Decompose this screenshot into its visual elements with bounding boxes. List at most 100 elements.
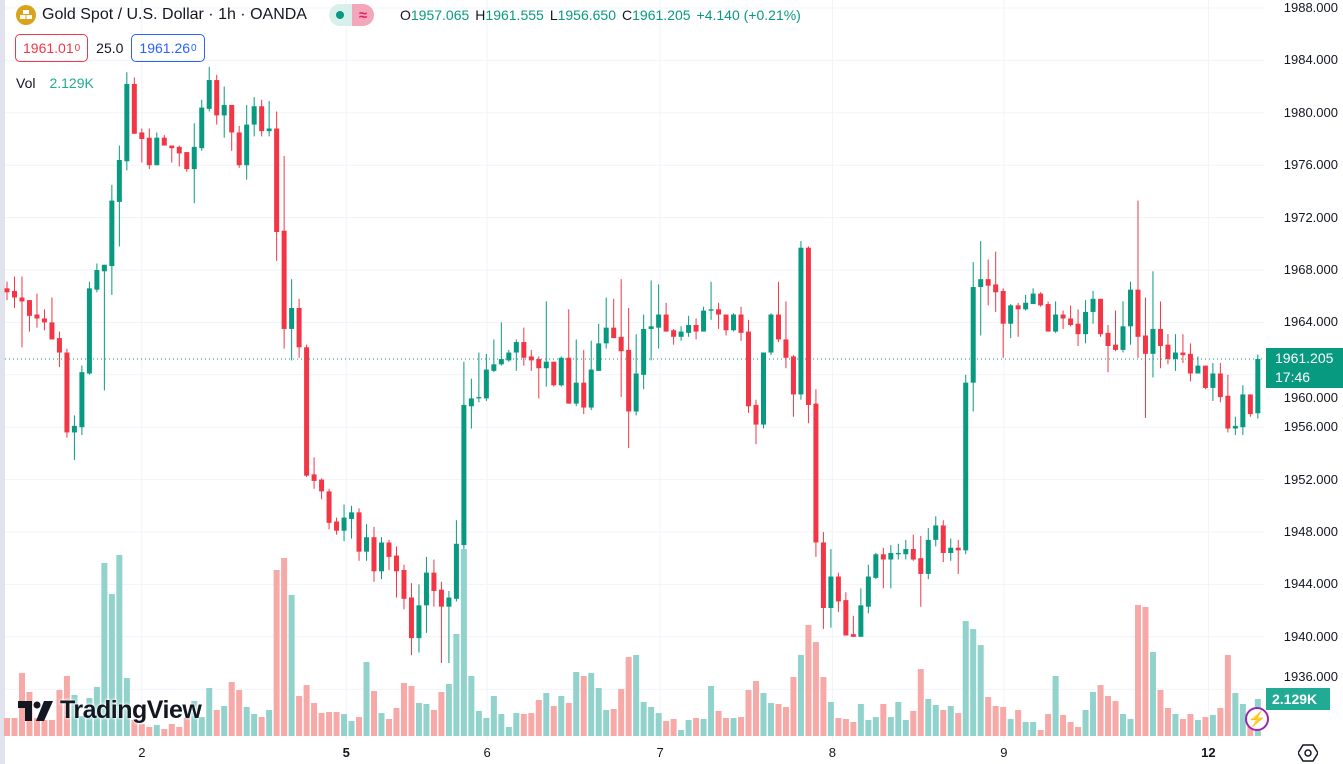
candle[interactable] (596, 323, 602, 371)
candle[interactable] (266, 101, 272, 137)
candle[interactable] (895, 543, 901, 560)
candle[interactable] (199, 99, 205, 151)
candle[interactable] (453, 520, 459, 602)
candle[interactable] (176, 145, 182, 167)
candle[interactable] (221, 86, 227, 138)
candle[interactable] (109, 184, 115, 295)
candle[interactable] (311, 457, 317, 489)
candle[interactable] (1150, 271, 1156, 378)
candle[interactable] (349, 505, 355, 539)
candle[interactable] (364, 524, 370, 561)
candle[interactable] (775, 281, 781, 343)
candle[interactable] (880, 547, 886, 589)
candle[interactable] (1172, 334, 1178, 371)
sell-button[interactable]: 1961.01 0 (15, 34, 89, 62)
candle[interactable] (446, 590, 452, 663)
candle[interactable] (296, 298, 302, 358)
candle[interactable] (1068, 305, 1074, 327)
candle[interactable] (19, 276, 25, 348)
candle[interactable] (731, 313, 737, 332)
candle[interactable] (663, 302, 669, 332)
candle[interactable] (1217, 363, 1223, 403)
candle[interactable] (161, 135, 167, 146)
candle[interactable] (319, 478, 325, 500)
candle[interactable] (304, 344, 310, 477)
candle[interactable] (1053, 301, 1059, 333)
candle[interactable] (963, 374, 969, 555)
candle[interactable] (491, 339, 497, 373)
candle[interactable] (124, 72, 130, 171)
candle[interactable] (498, 322, 504, 366)
symbol-title[interactable]: Gold Spot / U.S. Dollar · 1h · OANDA (42, 6, 307, 23)
candle[interactable] (49, 297, 55, 340)
candle[interactable] (970, 262, 976, 412)
candle[interactable] (393, 546, 399, 598)
candle[interactable] (1128, 281, 1133, 345)
candle[interactable] (1023, 294, 1029, 311)
candle[interactable] (813, 389, 819, 557)
candle[interactable] (835, 572, 841, 612)
candle[interactable] (184, 152, 190, 172)
candle[interactable] (244, 104, 250, 180)
candle[interactable] (4, 281, 10, 301)
candle[interactable] (716, 302, 722, 329)
candle[interactable] (1015, 302, 1021, 337)
candle[interactable] (139, 128, 145, 163)
candle[interactable] (1113, 310, 1119, 352)
candle[interactable] (1225, 374, 1231, 433)
candle[interactable] (1210, 363, 1216, 401)
candle[interactable] (1083, 300, 1089, 344)
candle[interactable] (326, 488, 332, 530)
candle[interactable] (1008, 304, 1014, 339)
candle[interactable] (26, 300, 32, 332)
candle[interactable] (993, 251, 999, 312)
volume-legend[interactable]: Vol 2.129K (16, 75, 94, 91)
candle[interactable] (618, 279, 624, 398)
candle[interactable] (1202, 365, 1208, 390)
candle[interactable] (1142, 297, 1148, 419)
candle[interactable] (790, 355, 796, 417)
candle[interactable] (873, 552, 879, 580)
candle[interactable] (1038, 292, 1044, 307)
candle[interactable] (746, 319, 752, 413)
candle[interactable] (566, 309, 572, 404)
candle[interactable] (1000, 288, 1006, 358)
candle[interactable] (259, 99, 265, 137)
candle[interactable] (738, 306, 744, 341)
candle[interactable] (1120, 301, 1126, 353)
candle[interactable] (101, 264, 107, 391)
candle[interactable] (513, 339, 519, 371)
candle[interactable] (1240, 385, 1246, 436)
candle[interactable] (251, 97, 257, 137)
candle[interactable] (858, 588, 864, 637)
candle[interactable] (1187, 343, 1193, 382)
candle[interactable] (633, 334, 639, 416)
candle[interactable] (386, 539, 392, 570)
candle[interactable] (708, 281, 714, 320)
candle[interactable] (191, 123, 197, 204)
candle[interactable] (611, 298, 617, 339)
candle[interactable] (678, 326, 684, 341)
candle[interactable] (671, 328, 677, 345)
candle[interactable] (843, 592, 849, 636)
candle[interactable] (1098, 298, 1104, 337)
candle[interactable] (401, 564, 407, 610)
candle[interactable] (955, 539, 961, 574)
candle[interactable] (379, 537, 384, 580)
candle[interactable] (423, 556, 429, 633)
candle[interactable] (79, 365, 85, 436)
candle[interactable] (581, 349, 587, 415)
candle[interactable] (71, 415, 77, 460)
candle[interactable] (334, 517, 340, 535)
candle[interactable] (828, 549, 834, 628)
candle[interactable] (289, 279, 295, 361)
candle[interactable] (641, 314, 647, 390)
candle[interactable] (940, 520, 946, 563)
candle[interactable] (64, 348, 70, 438)
candle[interactable] (154, 132, 160, 166)
chart-settings-icon[interactable] (1298, 744, 1318, 762)
candle[interactable] (1180, 334, 1186, 364)
candle[interactable] (1255, 354, 1261, 419)
candle[interactable] (468, 378, 474, 429)
candle[interactable] (603, 297, 609, 349)
